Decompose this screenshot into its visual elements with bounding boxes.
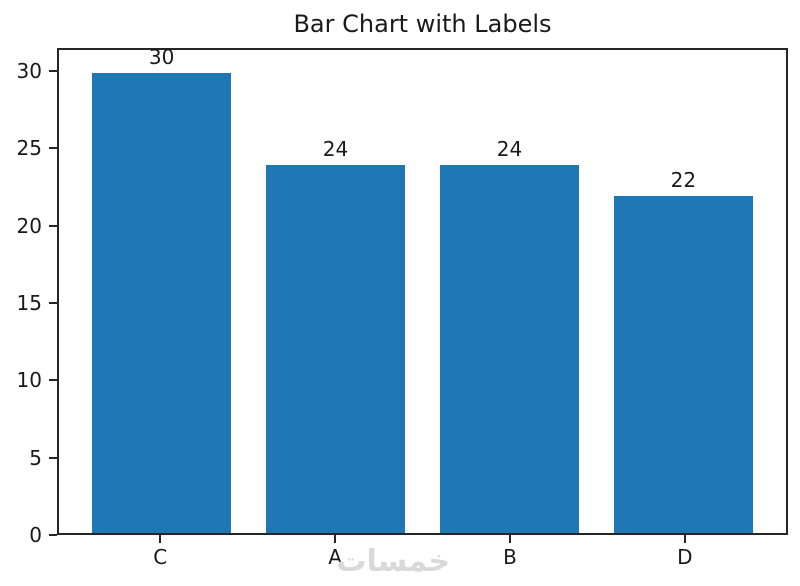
x-tick-mark-A: [334, 535, 337, 543]
y-tick-label-20: 20: [16, 213, 42, 238]
bar-A: [265, 165, 406, 533]
plot-area: 30 24 24 22: [57, 45, 788, 535]
y-tick-mark-30: [49, 70, 57, 73]
bar-B: [439, 165, 580, 533]
x-tick-label-B: B: [503, 545, 517, 569]
y-tick-label-30: 30: [16, 59, 42, 84]
x-tick-label-C: C: [153, 545, 168, 569]
x-tick-mark-D: [683, 535, 686, 543]
bar-value-label-D: 22: [670, 167, 697, 192]
bar-value-label-A: 24: [322, 137, 349, 161]
x-tick-mark-B: [508, 535, 511, 543]
y-tick-mark-0: [49, 534, 57, 536]
x-tick-mark-C: [159, 535, 162, 543]
y-tick-label-15: 15: [16, 291, 42, 316]
y-tick-mark-10: [49, 379, 57, 382]
y-tick-mark-20: [49, 224, 57, 227]
x-tick-label-D: D: [677, 545, 693, 569]
y-tick-mark-15: [49, 302, 57, 305]
y-tick-label-5: 5: [29, 445, 42, 470]
x-tick-label-A: A: [328, 545, 342, 569]
y-tick-label-10: 10: [16, 368, 42, 393]
y-tick-mark-5: [49, 456, 57, 459]
bar-value-label-C: 30: [148, 45, 175, 69]
bar-value-label-B: 24: [496, 137, 523, 161]
y-tick-label-25: 25: [16, 136, 42, 161]
chart-title: Bar Chart with Labels: [293, 10, 552, 38]
bar-D: [613, 195, 753, 533]
bar-C: [92, 73, 232, 533]
y-tick-mark-25: [49, 147, 57, 150]
watermark-khamsat: خمسات: [336, 544, 450, 579]
y-tick-label-0: 0: [29, 523, 42, 547]
